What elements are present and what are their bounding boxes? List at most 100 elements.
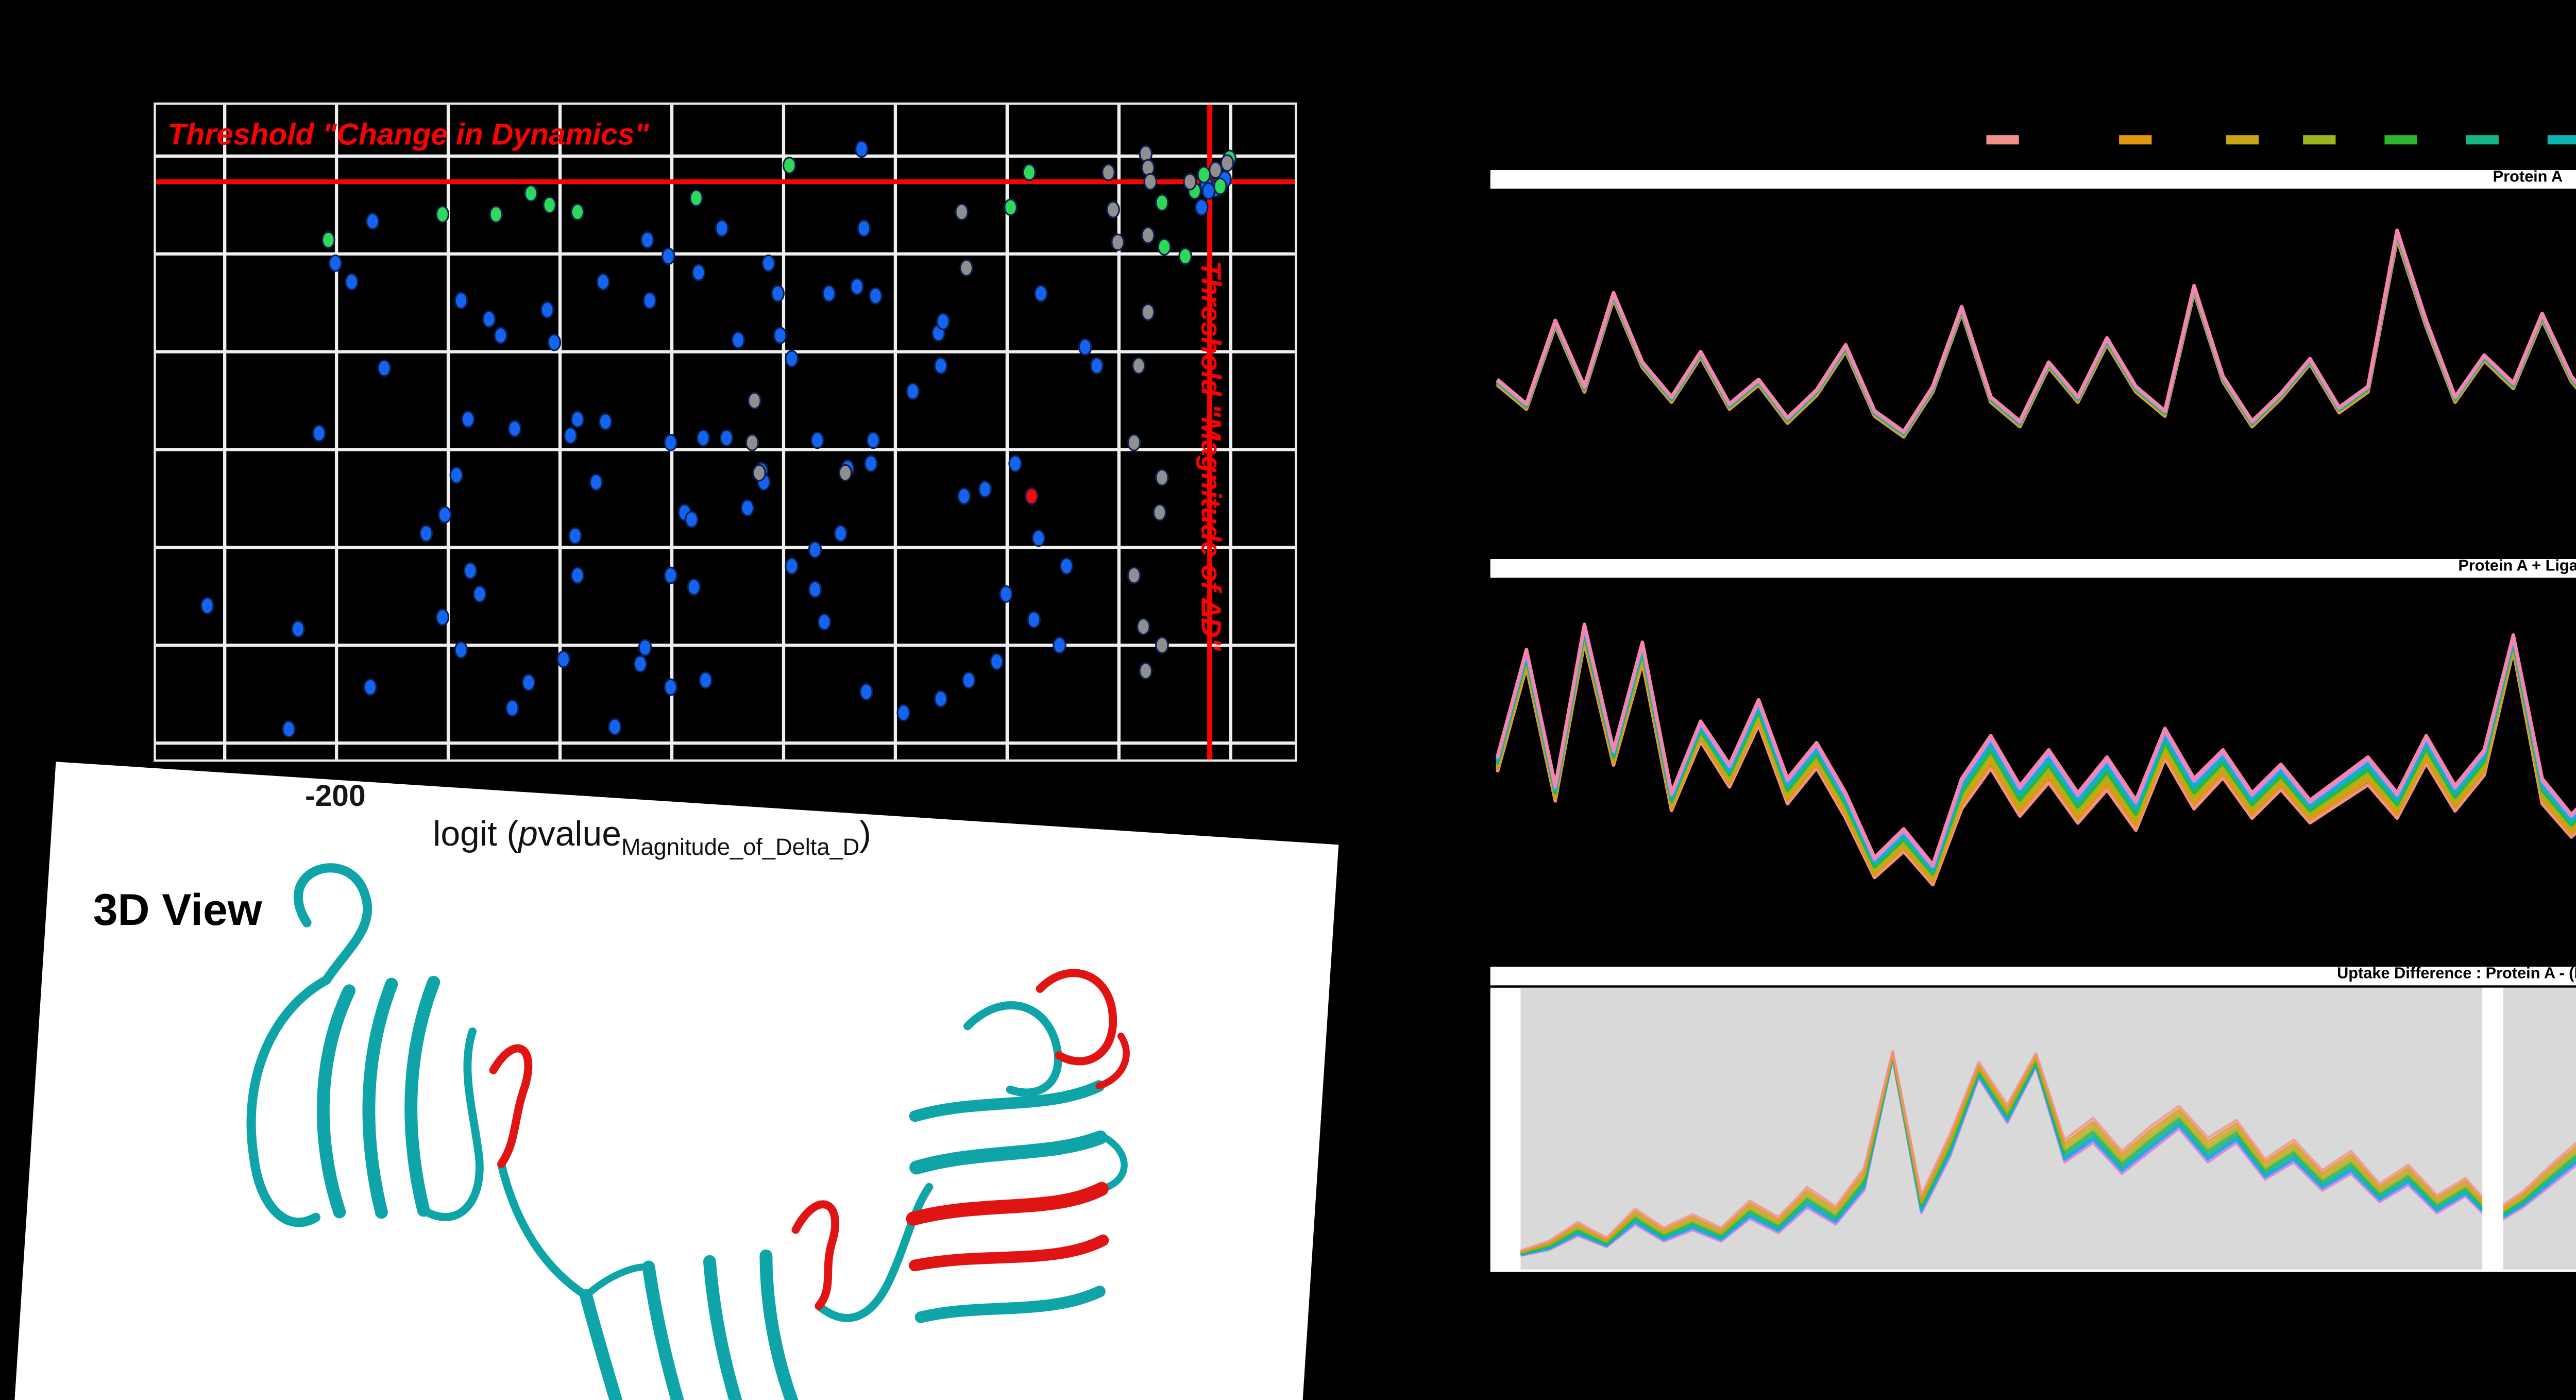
- scatter-point-blue-points: [570, 410, 585, 428]
- legend-swatch-1[interactable]: [1986, 135, 2019, 145]
- scatter-point-blue-points: [685, 511, 699, 529]
- scatter-point-blue-points: [664, 566, 678, 584]
- uptake-series-line-s1-p3: [1520, 1050, 2576, 1253]
- scatter-point-blue-points: [482, 310, 496, 328]
- scatter-point-blue-points: [957, 487, 971, 505]
- scatter-point-blue-points: [761, 254, 775, 272]
- scatter-point-blue-points: [638, 638, 652, 656]
- scatter-point-blue-points: [687, 578, 701, 596]
- uptake-series-line-s6-p1: [1496, 231, 2576, 435]
- scatter-point-blue-points: [855, 140, 869, 158]
- scatter-point-blue-points: [740, 499, 755, 517]
- panel2-titlebar: Protein A + Ligand: [1490, 558, 2576, 577]
- scatter-point-blue-points: [494, 327, 508, 344]
- scatter-point-blue-points: [785, 350, 799, 368]
- uptake-series-line-s2-p3: [1520, 1051, 2576, 1253]
- volcano-scatter-svg[interactable]: [156, 105, 1295, 760]
- scatter-point-blue-points: [664, 678, 678, 696]
- volcano-plot[interactable]: [154, 102, 1297, 762]
- scatter-point-blue-points: [661, 247, 675, 265]
- scatter-point-green-points: [1022, 163, 1037, 181]
- legend-swatch-5[interactable]: [2384, 135, 2417, 145]
- scatter-point-gray-points: [1220, 154, 1234, 172]
- scatter-point-blue-points: [570, 566, 585, 584]
- panel2-title: Protein A + Ligand: [2458, 558, 2576, 575]
- scatter-point-blue-points: [633, 655, 648, 673]
- uptake-series-line-s3-p3: [1520, 1052, 2576, 1254]
- scatter-point-gray-points: [1209, 161, 1223, 179]
- scatter-point-blue-points: [598, 413, 613, 431]
- scatter-point-blue-points: [505, 699, 519, 717]
- uptake-series-line-s10-p1: [1496, 229, 2576, 434]
- scatter-point-blue-points: [990, 652, 1004, 670]
- scatter-point-blue-points: [961, 671, 976, 689]
- axis-label-suffix: ): [859, 815, 871, 855]
- scatter-point-blue-points: [978, 480, 992, 498]
- scatter-point-gray-points: [1131, 357, 1146, 375]
- scatter-point-blue-points: [696, 429, 710, 447]
- axis-label-prefix: logit (: [433, 815, 519, 855]
- scatter-point-gray-points: [1101, 163, 1115, 181]
- scatter-point-green-points: [543, 196, 557, 214]
- uptake-series-line-s5-p1: [1496, 232, 2576, 436]
- scatter-point-blue-points: [1194, 198, 1209, 216]
- legend-swatch-3[interactable]: [2226, 135, 2259, 145]
- scatter-point-gray-points: [1153, 503, 1167, 521]
- scatter-point-blue-points: [691, 263, 706, 281]
- legend-swatch-7[interactable]: [2547, 135, 2576, 145]
- scatter-point-gray-points: [1155, 636, 1169, 654]
- scatter-point-blue-points: [642, 292, 657, 310]
- scatter-point-blue-points: [640, 231, 654, 249]
- scatter-point-blue-points: [906, 382, 920, 400]
- scatter-point-blue-points: [200, 597, 214, 615]
- scatter-point-blue-points: [850, 278, 864, 296]
- legend-swatch-2[interactable]: [2119, 135, 2152, 145]
- scatter-point-gray-points: [1139, 662, 1153, 680]
- 3d-view-title: 3D View: [93, 887, 262, 937]
- scatter-point-blue-points: [719, 429, 734, 447]
- uptake-series-line-s7-p1: [1496, 230, 2576, 435]
- uptake-series-line-s12-p1: [1496, 228, 2576, 434]
- legend-swatch-4[interactable]: [2303, 135, 2336, 145]
- scatter-point-blue-points: [1078, 338, 1092, 356]
- scatter-point-blue-points: [934, 690, 948, 708]
- scatter-point-blue-points: [437, 506, 452, 524]
- legend-swatch-6[interactable]: [2466, 135, 2499, 145]
- scatter-point-gray-points: [955, 203, 969, 221]
- scatter-point-blue-points: [1034, 284, 1048, 302]
- scatter-point-blue-points: [715, 220, 729, 237]
- scatter-point-blue-points: [449, 466, 464, 484]
- scatter-point-blue-points: [365, 212, 380, 230]
- uptake-series-line-s5-p3: [1520, 1053, 2576, 1255]
- scatter-point-red-points: [1024, 487, 1039, 505]
- scatter-point-blue-points: [771, 284, 785, 302]
- uptake-series-line-s11-p1: [1496, 229, 2576, 434]
- uptake-series-line-s4-p1: [1496, 233, 2576, 437]
- protein-ribbon[interactable]: [11, 762, 1338, 1400]
- scatter-point-green-points: [570, 203, 585, 221]
- x-axis-label: logit (pvalueMagnitude_of_Delta_D): [303, 815, 1002, 862]
- scatter-point-blue-points: [808, 580, 822, 598]
- scatter-point-blue-points: [454, 641, 468, 659]
- panel1-titlebar: Protein A: [1490, 170, 2576, 189]
- 3d-view-panel[interactable]: [10, 762, 1339, 1400]
- scatter-point-green-points: [1157, 238, 1172, 256]
- scatter-point-blue-points: [345, 273, 359, 291]
- x-axis-tick-label: -200: [305, 778, 366, 813]
- scatter-point-gray-points: [1127, 433, 1141, 451]
- scatter-point-gray-points: [1183, 173, 1197, 191]
- uptake-series-line-s9-p1: [1496, 229, 2576, 434]
- scatter-point-green-points: [1155, 194, 1169, 212]
- uptake-series-line-s3-p1: [1496, 234, 2576, 437]
- scatter-point-gray-points: [745, 433, 759, 451]
- ribbon-teal-strands: [246, 863, 1128, 1400]
- scatter-point-green-points: [1178, 247, 1192, 265]
- scatter-point-green-points: [689, 189, 703, 207]
- scatter-point-blue-points: [1059, 557, 1074, 575]
- scatter-point-blue-points: [568, 527, 582, 545]
- scatter-point-green-points: [435, 205, 450, 223]
- scatter-point-gray-points: [1143, 173, 1158, 191]
- scatter-point-blue-points: [556, 650, 571, 668]
- scatter-point-blue-points: [521, 673, 536, 691]
